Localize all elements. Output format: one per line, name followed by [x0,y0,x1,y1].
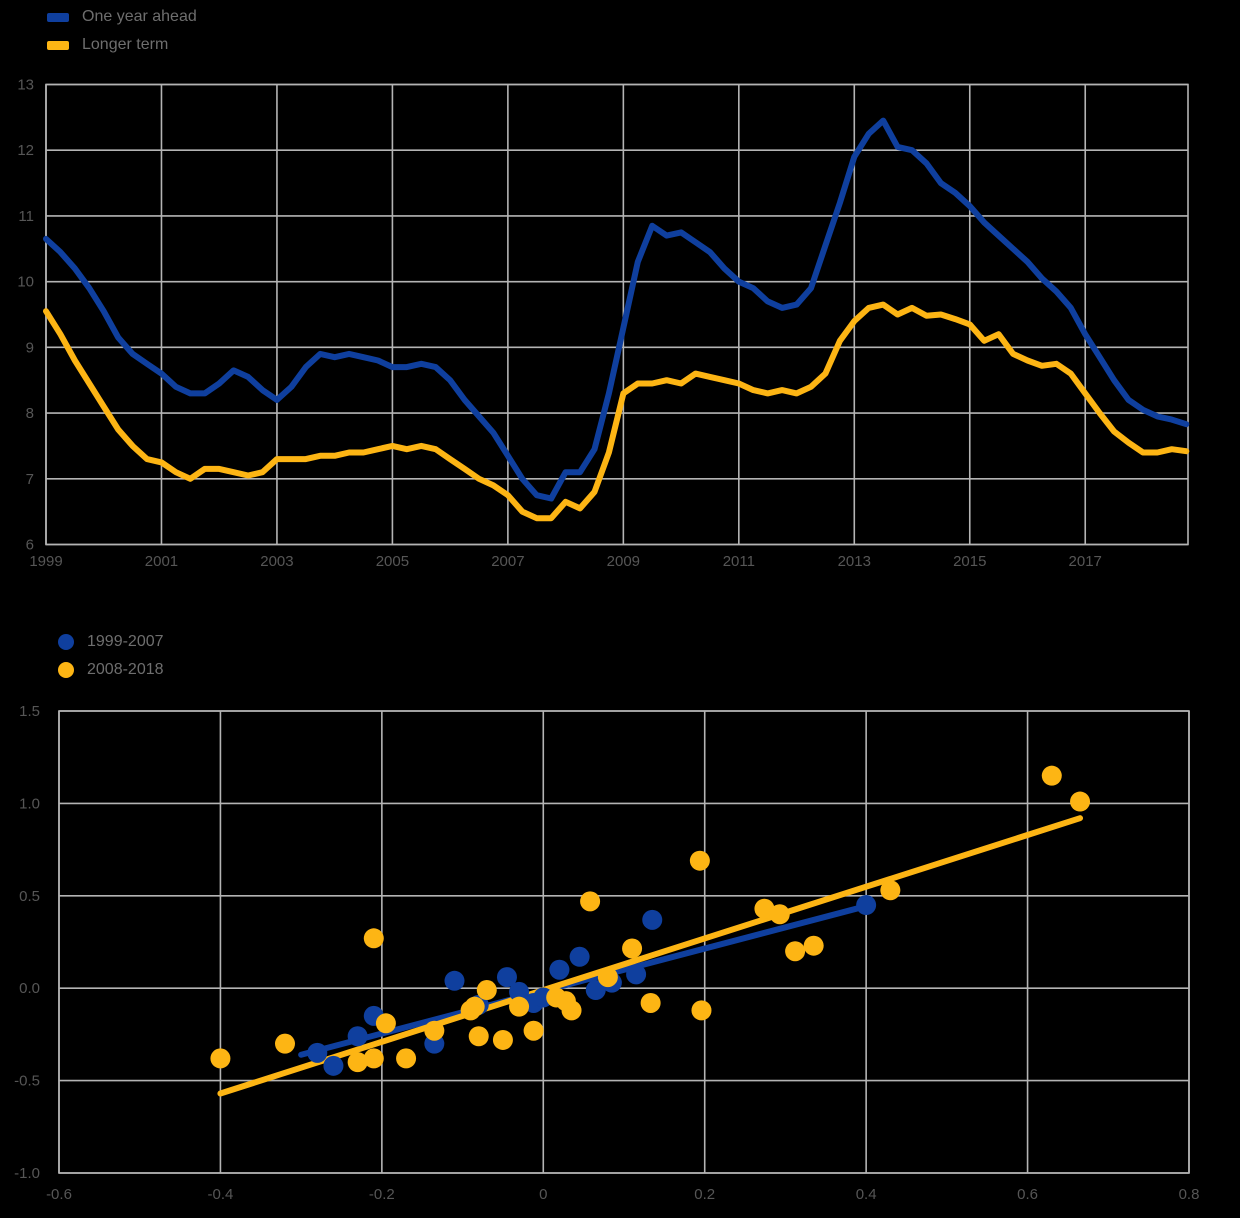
legend-swatch-blue-dot [58,634,74,650]
scatter-point-yellow [640,992,661,1013]
scatter-point-blue [585,980,606,1001]
scatter-point-yellow [275,1033,295,1054]
y-tick-label: -1.0 [14,1165,40,1182]
scatter-point-blue [444,970,465,991]
x-tick-label: -0.6 [46,1186,72,1203]
x-tick-label: 2009 [607,553,640,570]
scatter-point-blue [509,981,530,1002]
scatter-point-yellow [1041,765,1062,786]
y-tick-label: 0.0 [19,980,40,997]
series-line-blue [43,117,1190,502]
scatter-point-yellow [396,1048,417,1069]
y-tick-label: 8 [26,405,34,422]
legend-item-1999-2007: 1999-2007 [58,628,164,656]
x-tick-label: 0.2 [694,1186,715,1203]
x-tick-label: 2011 [723,553,755,570]
scatter-point-blue [856,895,877,916]
x-tick-label: 0.8 [1179,1186,1200,1203]
y-tick-label: 9 [26,339,34,356]
legend-label-1999-2007: 1999-2007 [87,633,164,650]
legend-swatch-yellow-dot [58,662,74,678]
y-tick-label: 13 [17,77,34,94]
y-tick-label: 10 [17,274,34,291]
x-tick-label: 0 [539,1186,547,1203]
scatter-point-yellow [375,1013,396,1034]
trend-line-yellow [217,815,1084,1097]
scatter-point-yellow [769,904,790,925]
trend-line-blue [298,902,874,1058]
scatter-point-yellow [689,850,710,871]
legend-label-2008-2018: 2008-2018 [87,661,164,678]
scatter-point-yellow [464,996,485,1017]
scatter-point-yellow [424,1020,445,1041]
plot-frame [58,710,1190,1174]
y-tick-label: 7 [26,471,34,488]
scatter-point-blue [347,1026,368,1047]
x-tick-label: 2003 [260,553,293,570]
scatter-point-yellow [363,928,384,949]
y-tick-label: 0.5 [19,888,40,905]
legend-label-one-year-ahead: One year ahead [82,8,197,25]
scatter-point-blue [569,946,590,967]
series-line-yellow [43,301,1190,522]
y-tick-label: -0.5 [14,1073,40,1090]
scatter-point-yellow [754,898,775,919]
scatter-point-yellow [622,938,643,959]
scatter-point-yellow [492,1029,513,1050]
scatter-point-yellow [597,967,618,988]
scatter-point-blue [307,1042,328,1063]
scatter-point-yellow [880,880,901,901]
legend-item-2008-2018: 2008-2018 [58,656,164,684]
x-tick-label: 0.4 [856,1186,877,1203]
y-tick-label: 12 [17,142,34,159]
scatter-point-yellow [468,1026,489,1047]
legend-swatch-blue-line [47,12,69,22]
scatter-point-blue [323,1055,344,1076]
scatter-point-blue [642,909,663,930]
scatter-point-yellow [476,980,497,1001]
scatter-point-yellow [561,1000,582,1021]
x-tick-label: -0.4 [207,1186,233,1203]
scatter-point-yellow [523,1020,544,1041]
x-tick-label: 1999 [29,553,62,570]
scatter-point-blue [496,967,517,988]
y-tick-label: 1.5 [19,703,40,720]
y-tick-label: 6 [26,537,34,554]
scatter-point-yellow [580,891,601,912]
scatter-point-yellow [347,1052,368,1073]
x-tick-label: 2017 [1069,553,1102,570]
y-tick-label: 11 [18,208,34,225]
scatter-point-yellow [210,1048,231,1069]
x-tick-label: 2007 [491,553,524,570]
x-tick-label: 0.6 [1017,1186,1038,1203]
y-tick-label: 1.0 [19,795,40,812]
plot-frame [45,83,1189,546]
legend-label-longer-term: Longer term [82,36,169,53]
legend-item-longer-term: Longer term [47,31,197,59]
x-tick-label: -0.2 [369,1186,395,1203]
scatter-point-yellow [363,1048,384,1069]
x-tick-label: 2015 [953,553,986,570]
legend-swatch-yellow-line [47,40,69,50]
scatter-point-yellow [509,996,530,1017]
scatter-point-yellow [691,1000,712,1021]
x-tick-label: 2013 [838,553,871,570]
scatter-chart-legend: 1999-2007 2008-2018 [58,628,164,684]
scatter-point-blue [549,959,570,980]
scatter-point-yellow [785,941,806,962]
scatter-point-yellow [1070,791,1091,812]
x-tick-label: 2001 [145,553,178,570]
legend-item-one-year-ahead: One year ahead [47,3,197,31]
scatter-point-yellow [803,935,824,956]
x-tick-label: 2005 [376,553,409,570]
line-chart-legend: One year ahead Longer term [47,3,197,59]
scatter-point-blue [626,964,647,985]
